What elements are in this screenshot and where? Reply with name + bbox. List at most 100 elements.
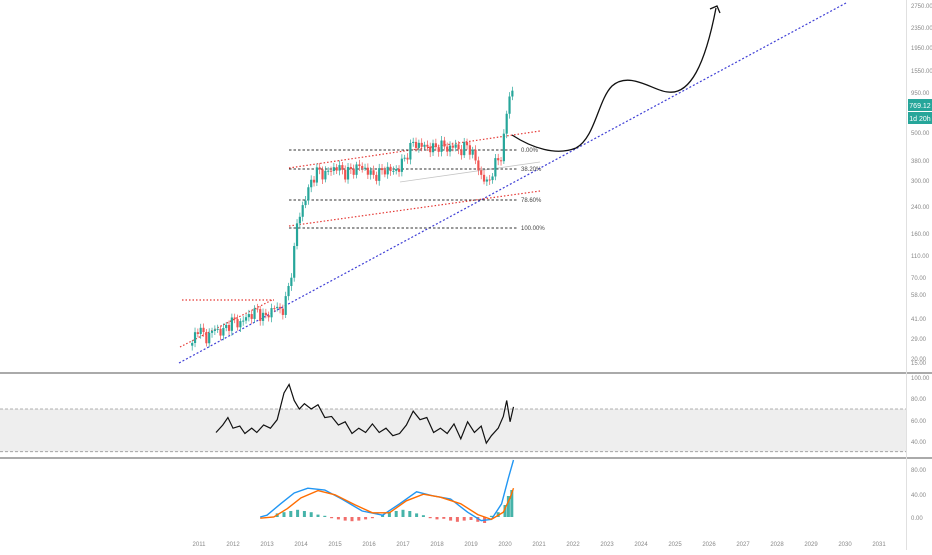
candle[interactable] [298,212,301,229]
candle[interactable] [304,195,307,209]
candle-body[interactable] [312,179,316,183]
candle[interactable] [210,327,214,338]
candle-body[interactable] [290,277,293,286]
macd-histogram-bar[interactable] [506,496,510,517]
candle[interactable] [358,159,361,171]
macd-histogram-bar[interactable] [435,517,439,520]
macd-signal-line[interactable] [260,487,515,521]
candle[interactable] [355,161,358,179]
candle-body[interactable] [264,312,267,316]
macd-histogram-bar[interactable] [462,517,466,521]
candle-body[interactable] [446,146,449,152]
candle[interactable] [457,141,460,155]
candle-body[interactable] [225,324,228,329]
candle-body[interactable] [426,144,429,147]
candle[interactable] [310,175,313,193]
candle[interactable] [287,282,290,301]
candle[interactable] [312,175,316,187]
candle-body[interactable] [497,158,500,161]
candle[interactable] [244,313,248,324]
candle-body[interactable] [318,167,321,170]
candle[interactable] [281,304,284,320]
candle-body[interactable] [429,146,432,153]
candle[interactable] [233,313,236,324]
candle-body[interactable] [366,167,369,175]
candle[interactable] [372,165,375,179]
candle-body[interactable] [301,205,304,217]
macd-histogram-bar[interactable] [336,517,340,520]
candle-body[interactable] [491,176,494,181]
macd-histogram-bar[interactable] [489,515,493,517]
candle-body[interactable] [227,324,231,331]
candle[interactable] [511,86,514,101]
candle-body[interactable] [287,285,290,297]
candle-body[interactable] [293,246,296,278]
candle[interactable] [446,142,449,157]
candle[interactable] [434,138,437,151]
candle[interactable] [253,305,256,323]
candle-body[interactable] [202,327,205,333]
candle-body[interactable] [259,309,262,321]
candle-body[interactable] [417,142,420,148]
candle[interactable] [366,163,369,180]
candle-body[interactable] [383,170,386,175]
candle[interactable] [208,328,211,348]
candle[interactable] [392,166,395,175]
candle-body[interactable] [338,165,341,171]
candle-body[interactable] [239,321,242,328]
channel-mid-line[interactable] [399,161,541,183]
candle-body[interactable] [451,145,454,148]
candle[interactable] [443,136,446,150]
candle[interactable] [256,303,259,313]
candle-body[interactable] [315,167,318,183]
candle-body[interactable] [463,142,466,156]
candle-body[interactable] [392,170,395,172]
macd-histogram-bar[interactable] [469,517,473,520]
candle[interactable] [193,327,197,348]
macd-histogram-bar[interactable] [330,517,334,519]
candle-body[interactable] [440,140,443,152]
candle-body[interactable] [210,330,214,333]
macd-histogram-bar[interactable] [503,505,507,517]
candle-body[interactable] [307,187,310,201]
candle-body[interactable] [329,170,333,172]
candle-body[interactable] [403,157,406,159]
candle-body[interactable] [193,332,197,343]
channel-upper-line[interactable] [288,130,541,169]
candle[interactable] [242,316,245,326]
candle-body[interactable] [355,164,358,175]
candle-body[interactable] [499,160,503,162]
candle-body[interactable] [363,167,367,169]
macd-histogram-bar[interactable] [350,517,354,522]
candle[interactable] [318,162,321,175]
candle-body[interactable] [321,169,324,180]
candle-body[interactable] [310,179,313,188]
projection-path[interactable] [511,7,717,152]
macd-histogram-bar[interactable] [302,511,306,517]
candle-body[interactable] [250,314,253,319]
candle[interactable] [293,242,296,282]
candle-body[interactable] [270,308,273,318]
candle[interactable] [454,139,457,152]
candle[interactable] [448,141,452,157]
macd-histogram-bar[interactable] [357,517,361,521]
candle-body[interactable] [369,170,372,175]
macd-histogram-bar[interactable] [421,515,425,517]
candle[interactable] [276,302,279,312]
candle-body[interactable] [267,315,270,318]
candle[interactable] [474,145,477,165]
candle-body[interactable] [380,168,384,171]
candle-body[interactable] [389,166,392,172]
candle[interactable] [239,318,242,333]
candle[interactable] [307,184,310,205]
candle[interactable] [429,142,432,158]
candle-body[interactable] [372,170,375,175]
macd-histogram-bar[interactable] [296,509,300,517]
macd-histogram-bar[interactable] [343,517,347,521]
candle[interactable] [409,139,412,165]
candle-body[interactable] [253,308,256,319]
candle-body[interactable] [406,157,409,160]
candle-body[interactable] [409,142,412,160]
candle-body[interactable] [443,140,446,147]
